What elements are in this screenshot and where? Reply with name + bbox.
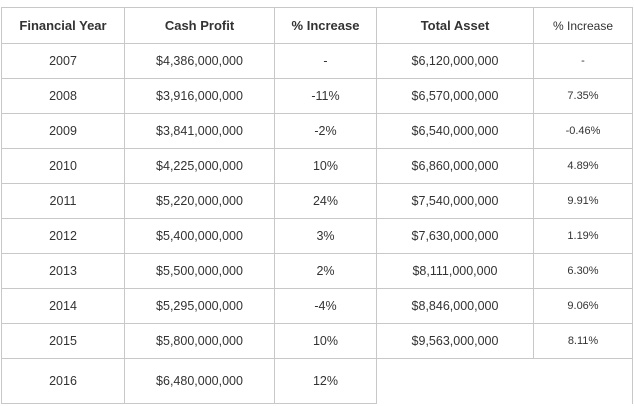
table-cell: $6,570,000,000 (376, 78, 534, 114)
table-cell: $3,916,000,000 (124, 78, 275, 114)
table-cell: 2016 (1, 358, 125, 404)
table-cell: -2% (274, 113, 377, 149)
table-cell: 2008 (1, 78, 125, 114)
table-cell: $6,120,000,000 (376, 43, 534, 79)
table-cell: $4,225,000,000 (124, 148, 275, 184)
table-cell: 2012 (1, 218, 125, 254)
table-cell: -4% (274, 288, 377, 324)
table-cell: $5,500,000,000 (124, 253, 275, 289)
table-cell: 6.30% (533, 253, 633, 289)
table-row: 2016 $6,480,000,000 12% (1, 358, 633, 404)
table-cell: $7,630,000,000 (376, 218, 534, 254)
table-cell: -11% (274, 78, 377, 114)
table-cell: 3% (274, 218, 377, 254)
table-cell: 1.19% (533, 218, 633, 254)
table-cell: 12% (274, 358, 377, 404)
table-cell: -0.46% (533, 113, 633, 149)
table-cell: 2011 (1, 183, 125, 219)
header-cell: Total Asset (376, 7, 534, 44)
table-cell: 2010 (1, 148, 125, 184)
header-cell: % Increase (274, 7, 377, 44)
table-cell: 2% (274, 253, 377, 289)
header-row: Financial Year Cash Profit% Increase Total… (1, 7, 633, 44)
table-cell: $8,846,000,000 (376, 288, 534, 324)
header-cell: Financial Year (1, 7, 125, 44)
table-row: 2009 $3,841,000,000 -2% $6,540,000,000 -0.46… (1, 113, 633, 149)
table-cell: 7.35% (533, 78, 633, 114)
table-cell: $4,386,000,000 (124, 43, 275, 79)
table-row: 2013 $5,500,000,000 2% $8,111,000,000 6.30% (1, 253, 633, 289)
table-cell: 4.89% (533, 148, 633, 184)
table-cell: 2014 (1, 288, 125, 324)
empty-cell (376, 358, 633, 404)
table-cell: $5,800,000,000 (124, 323, 275, 359)
table-cell: 9.91% (533, 183, 633, 219)
table-cell: $5,400,000,000 (124, 218, 275, 254)
table-row: 2010 $4,225,000,000 10% $6,860,000,000 4.89% (1, 148, 633, 184)
table-cell: - (274, 43, 377, 79)
table-row: 2014 $5,295,000,000 -4% $8,846,000,000 9.06% (1, 288, 633, 324)
table-row: 2012 $5,400,000,000 3% $7,630,000,000 1.19% (1, 218, 633, 254)
table-cell: $3,841,000,000 (124, 113, 275, 149)
table-cell: $5,295,000,000 (124, 288, 275, 324)
table-row: 2011 $5,220,000,000 24% $7,540,000,000 9.91% (1, 183, 633, 219)
table-cell: $5,220,000,000 (124, 183, 275, 219)
table-cell: 2015 (1, 323, 125, 359)
table-row: 2007 $4,386,000,000- $6,120,000,000- (1, 43, 633, 79)
header-cell: % Increase (533, 7, 633, 44)
table-cell: 10% (274, 148, 377, 184)
table-cell: - (533, 43, 633, 79)
table-cell: 24% (274, 183, 377, 219)
table-cell: 9.06% (533, 288, 633, 324)
table-cell: 2013 (1, 253, 125, 289)
table-cell: $6,540,000,000 (376, 113, 534, 149)
header-cell: Cash Profit (124, 7, 275, 44)
table-cell: 2007 (1, 43, 125, 79)
table-cell: 8.11% (533, 323, 633, 359)
table-row: 2015 $5,800,000,000 10% $9,563,000,000 8.11% (1, 323, 633, 359)
table-cell: 10% (274, 323, 377, 359)
table-cell: $8,111,000,000 (376, 253, 534, 289)
financial-table: Financial Year Cash Profit% Increase Total… (1, 7, 633, 404)
table-cell: $9,563,000,000 (376, 323, 534, 359)
table-cell: $6,480,000,000 (124, 358, 275, 404)
table-cell: $7,540,000,000 (376, 183, 534, 219)
table-cell: $6,860,000,000 (376, 148, 534, 184)
table-cell: 2009 (1, 113, 125, 149)
table-row: 2008 $3,916,000,000 -11% $6,570,000,000 7.35… (1, 78, 633, 114)
